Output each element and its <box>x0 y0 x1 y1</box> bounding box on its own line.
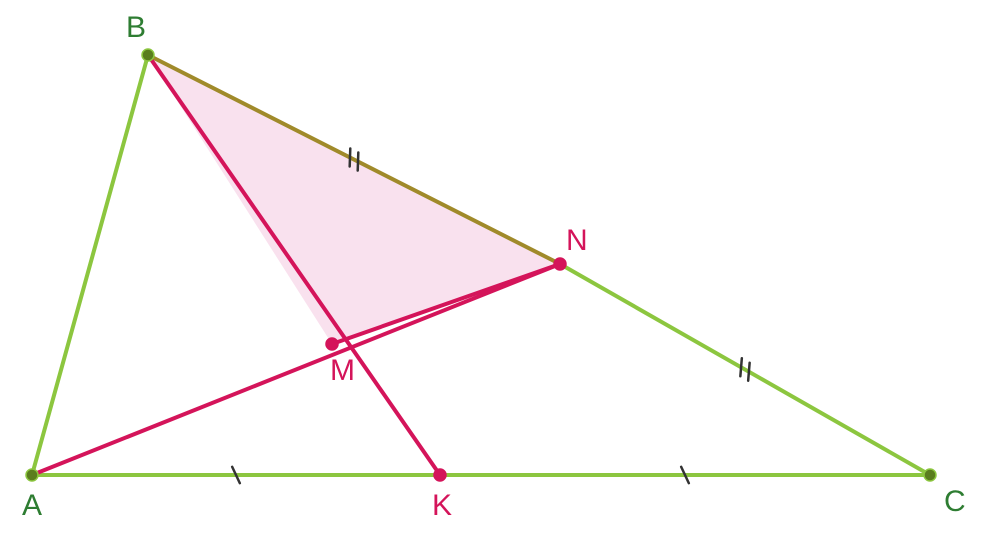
label-K: K <box>432 489 452 522</box>
tick-mark <box>748 363 749 381</box>
segment-A-B <box>32 55 148 475</box>
label-C: C <box>944 485 966 518</box>
point-B <box>142 49 154 61</box>
filled-region-layer <box>148 55 560 344</box>
point-A <box>26 469 38 481</box>
segment-N-C <box>560 264 930 475</box>
label-N: N <box>566 224 588 257</box>
point-K <box>434 469 446 481</box>
tick-mark <box>350 148 351 166</box>
geometry-diagram: A B C K N M <box>0 0 996 559</box>
point-N <box>554 258 566 270</box>
segment-A-N <box>32 264 560 475</box>
tick-mark <box>358 153 359 171</box>
filled-triangle <box>148 55 560 344</box>
label-M: M <box>330 354 355 387</box>
tick-mark <box>740 358 741 376</box>
label-B: B <box>126 11 146 44</box>
label-A: A <box>22 489 42 522</box>
point-C <box>924 469 936 481</box>
point-M <box>326 338 338 350</box>
